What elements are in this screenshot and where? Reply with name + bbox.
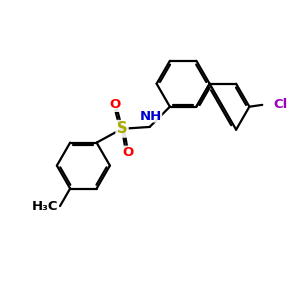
Text: O: O	[109, 98, 120, 111]
Text: S: S	[117, 121, 127, 136]
Text: Cl: Cl	[273, 98, 287, 111]
Text: O: O	[122, 146, 133, 159]
Text: NH: NH	[140, 110, 162, 122]
Text: H₃C: H₃C	[32, 200, 58, 213]
